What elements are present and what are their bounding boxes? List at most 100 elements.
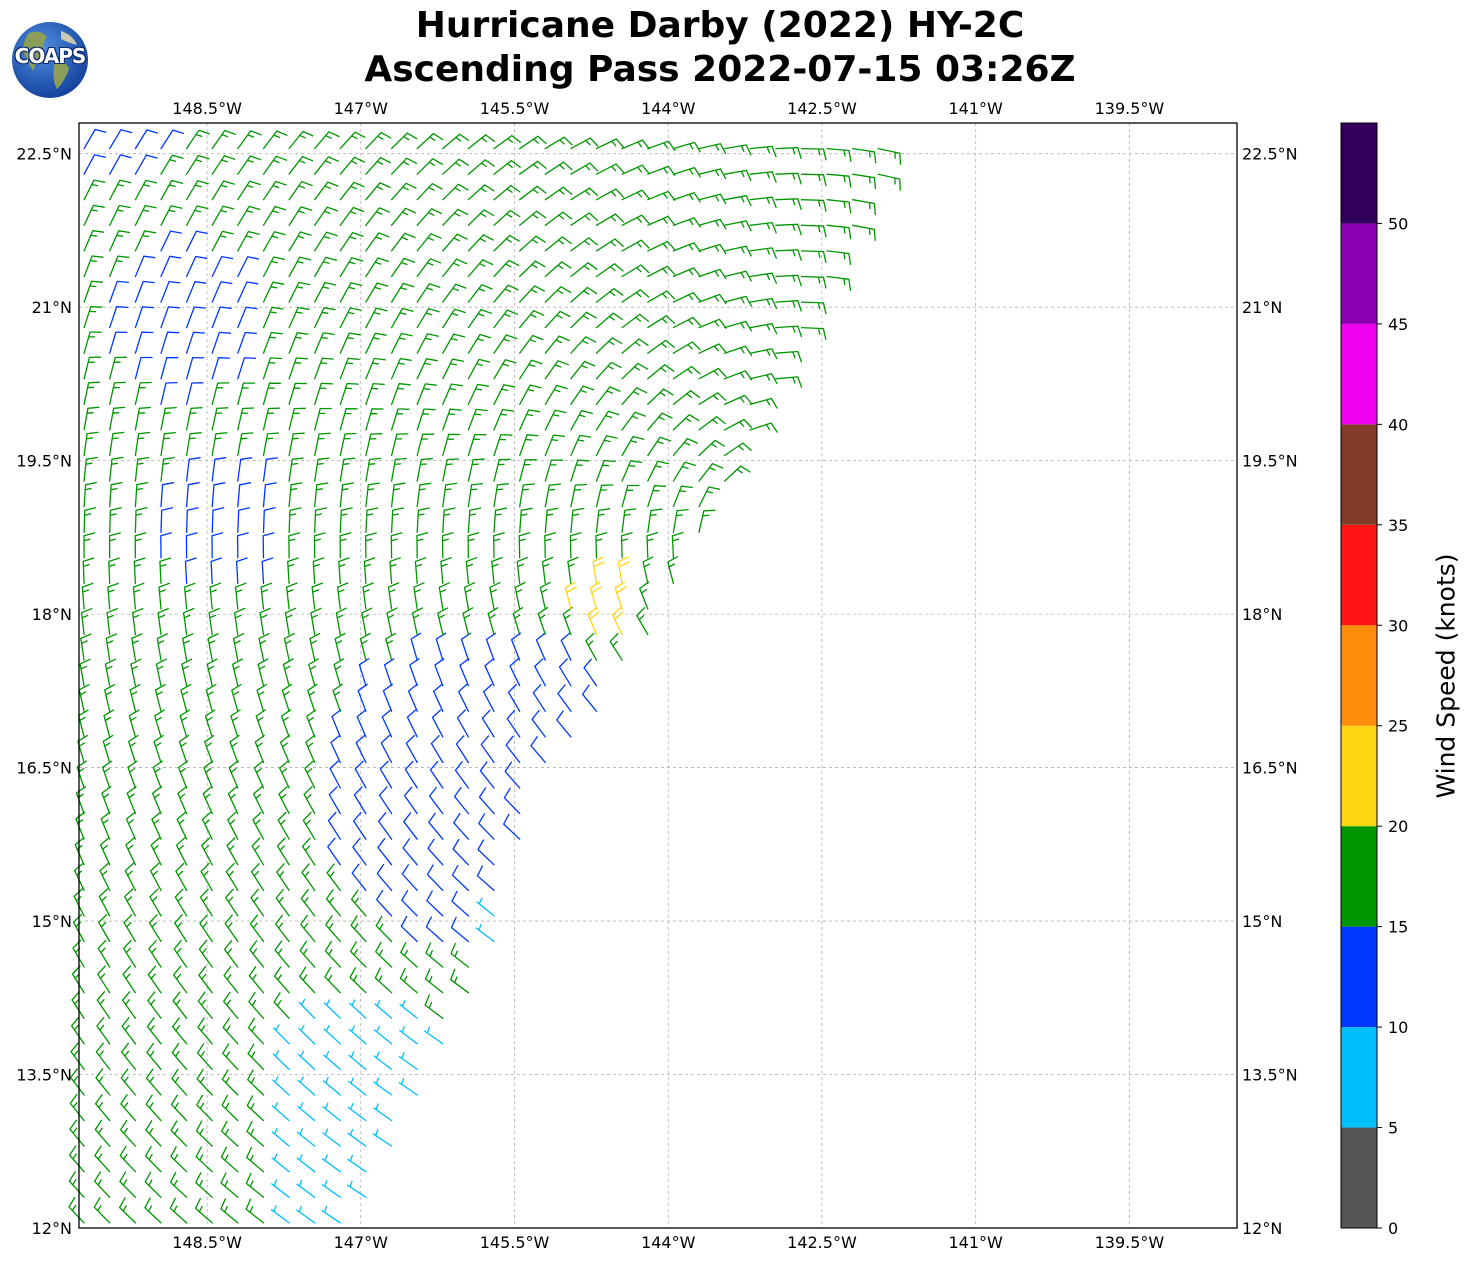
wind-barb — [134, 331, 154, 354]
wind-barb — [390, 357, 412, 380]
wind-barb — [519, 185, 547, 201]
wind-barb — [339, 257, 364, 278]
wind-barb — [93, 1171, 111, 1198]
wind-barb — [570, 212, 599, 226]
wind-barb — [416, 458, 433, 482]
wind-barb — [124, 888, 137, 917]
wind-barb — [314, 256, 338, 278]
wind-barb — [380, 734, 393, 764]
wind-barb — [373, 1077, 393, 1096]
wind-barb — [251, 837, 265, 866]
wind-barb — [254, 734, 265, 764]
wind-barb — [68, 1171, 85, 1198]
wind-barb — [519, 434, 539, 457]
wind-barb — [723, 220, 752, 232]
wind-barb — [134, 532, 147, 559]
wind-barb — [205, 683, 217, 712]
wind-barb — [374, 999, 393, 1019]
wind-barb — [595, 386, 621, 406]
wind-barb — [647, 339, 675, 354]
wind-barb — [775, 172, 802, 185]
wind-barb — [595, 337, 623, 354]
wind-barb — [450, 968, 470, 994]
wind-barb — [595, 188, 625, 201]
wind-barb — [324, 966, 341, 994]
wind-barb — [451, 890, 470, 917]
wind-barb — [347, 1154, 367, 1173]
chart-title: Hurricane Darby (2022) HY-2C — [415, 5, 1025, 46]
colorbar-segment — [1341, 725, 1377, 827]
wind-barb — [507, 683, 521, 712]
wind-barb — [467, 408, 488, 431]
wind-barb — [288, 231, 312, 252]
wind-barb — [296, 1179, 316, 1198]
wind-barb — [223, 991, 239, 1019]
wind-barb — [489, 581, 501, 610]
wind-barb — [749, 348, 778, 360]
wind-barb — [226, 837, 239, 866]
wind-barb — [160, 154, 184, 175]
wind-barb — [98, 888, 111, 917]
wind-barb — [477, 839, 495, 866]
wind-barb — [351, 863, 367, 892]
wind-barb — [321, 1205, 341, 1224]
wind-barb — [260, 582, 273, 610]
wind-barb — [322, 1102, 341, 1122]
wind-barb — [377, 838, 393, 866]
wind-barb — [467, 458, 485, 482]
wind-barb — [375, 941, 393, 968]
wind-barb — [160, 431, 176, 457]
wind-barb — [390, 332, 413, 354]
wind-barb — [314, 407, 332, 431]
wind-barb — [278, 786, 290, 815]
wind-barb — [103, 709, 115, 738]
wind-barb — [852, 224, 876, 241]
wind-barb — [149, 888, 162, 917]
wind-barb — [296, 1153, 316, 1173]
wind-barb — [399, 1026, 418, 1045]
wind-barb — [672, 485, 693, 508]
wind-barb — [232, 633, 245, 661]
wind-barb — [327, 811, 341, 840]
wind-barb — [102, 734, 114, 764]
wind-barb — [109, 179, 132, 201]
wind-barb — [175, 837, 188, 866]
wind-barb — [852, 173, 877, 190]
wind-barb — [672, 267, 702, 278]
wind-barb — [288, 130, 314, 150]
wind-barb — [519, 210, 547, 226]
wind-barb — [519, 334, 544, 354]
wind-barb — [314, 281, 337, 303]
colorbar-segment — [1341, 826, 1377, 927]
wind-barb — [69, 1119, 85, 1147]
wind-barb — [279, 734, 290, 764]
wind-barb — [570, 360, 596, 380]
wind-barb — [126, 785, 137, 815]
wind-barb — [129, 684, 141, 712]
wind-barb — [283, 632, 295, 661]
wind-barb — [428, 786, 444, 815]
wind-barb — [108, 557, 120, 585]
wind-barb — [387, 582, 400, 610]
wind-barb — [519, 409, 541, 431]
wind-barb — [106, 607, 118, 636]
wind-barb — [249, 940, 265, 968]
wind-barb — [519, 459, 537, 482]
wind-barb — [285, 582, 298, 610]
wind-barb — [211, 281, 233, 303]
colorbar-tick-label: 10 — [1388, 1018, 1408, 1037]
colorbar-segment — [1341, 424, 1377, 525]
wind-barb — [647, 290, 676, 303]
wind-barb — [196, 1094, 213, 1122]
wind-barb — [621, 435, 645, 457]
wind-barb — [560, 632, 572, 661]
wind-barb — [288, 306, 310, 329]
wind-barb — [328, 786, 341, 815]
wind-barb — [647, 508, 663, 533]
wind-barb — [493, 359, 517, 380]
wind-barb — [467, 383, 490, 406]
wind-barb — [262, 205, 287, 226]
wind-barb — [310, 607, 322, 636]
wind-barb — [416, 507, 430, 533]
wind-barb — [97, 965, 111, 994]
